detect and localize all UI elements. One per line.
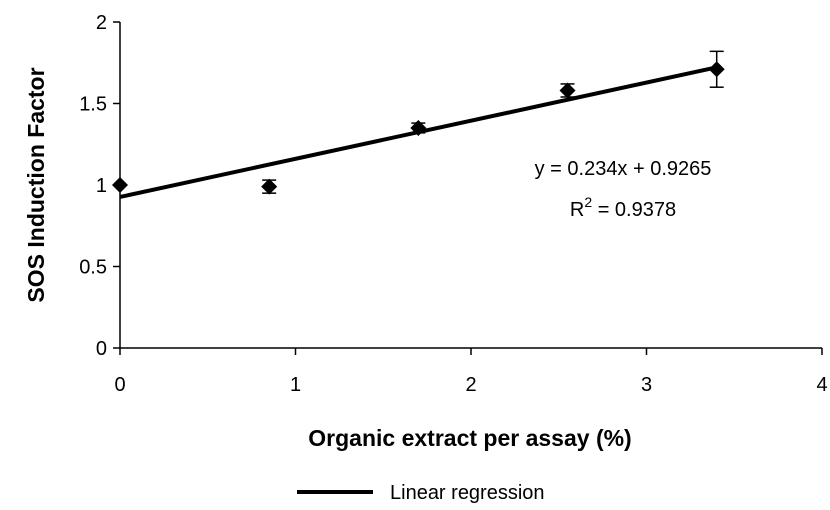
data-point [112, 177, 128, 193]
regression-equation: y = 0.234x + 0.9265 [535, 158, 712, 180]
legend-label: Linear regression [390, 482, 545, 504]
x-tick-label: 2 [465, 374, 476, 396]
data-point [410, 119, 427, 136]
x-axis-title: Organic extract per assay (%) [308, 425, 631, 451]
r-squared-value: = 0.9378 [592, 199, 676, 221]
x-tick-label: 4 [816, 374, 827, 396]
data-point [261, 178, 278, 195]
y-tick-label: 1.5 [79, 94, 107, 116]
y-axis-title: SOS Induction Factor [23, 67, 49, 302]
r-squared-prefix: R [570, 199, 584, 221]
x-tick-label: 0 [114, 374, 125, 396]
data-point [559, 82, 576, 99]
r-squared-superscript: 2 [584, 194, 592, 210]
y-tick-label: 1 [96, 175, 107, 197]
y-tick-label: 0 [96, 338, 107, 360]
tick-labels: 0 0.5 1 1.5 2 0 1 2 3 4 [79, 12, 827, 396]
legend: Linear regression [297, 482, 545, 504]
x-tick-label: 1 [290, 374, 301, 396]
r-squared-label: R2 = 0.9378 [570, 194, 676, 221]
y-tick-label: 0.5 [79, 257, 107, 279]
y-tick-label: 2 [96, 12, 107, 34]
x-tick-label: 3 [641, 374, 652, 396]
data-points [112, 50, 725, 195]
data-point [708, 61, 725, 78]
